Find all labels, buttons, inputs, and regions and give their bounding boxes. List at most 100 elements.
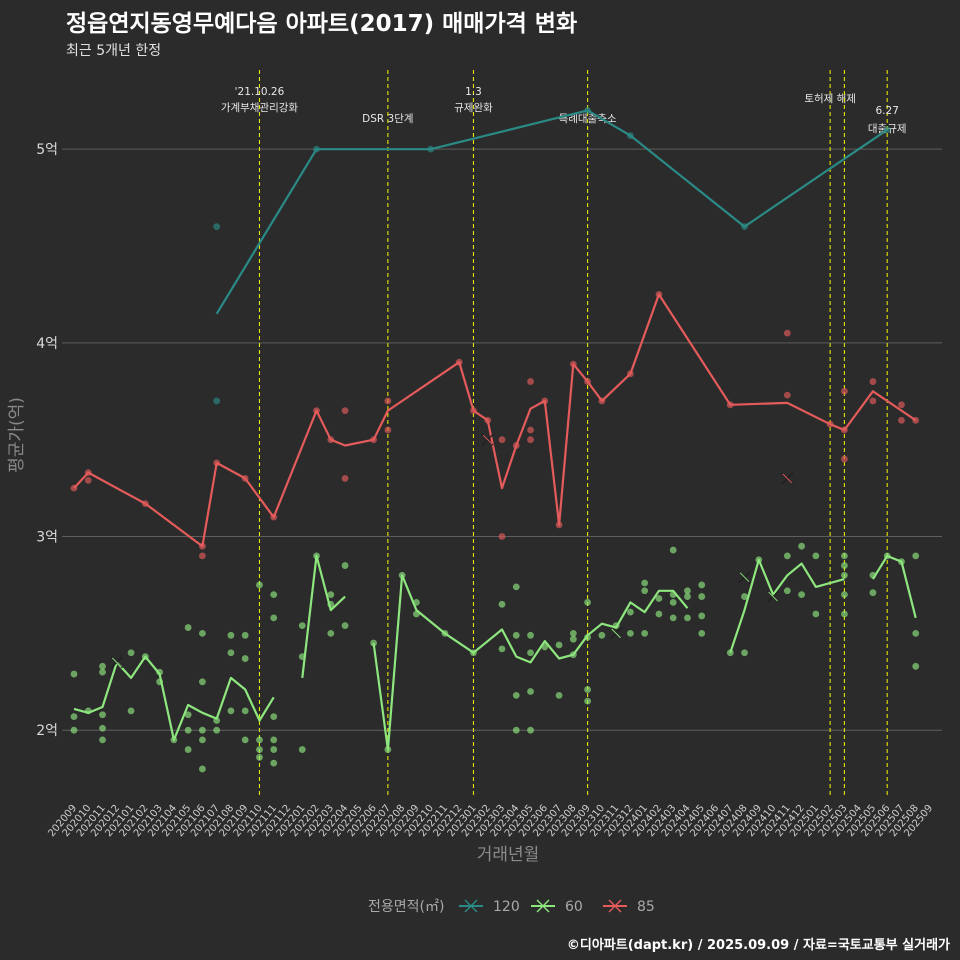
data-point	[384, 426, 392, 434]
legend-item-60: 60	[531, 899, 583, 915]
data-point	[241, 736, 249, 744]
data-point	[270, 713, 278, 721]
data-point	[227, 649, 235, 657]
chart-title: 정읍연지동영무예다음 아파트(2017) 매매가격 변화	[66, 11, 578, 37]
data-point	[213, 726, 221, 734]
data-point	[84, 476, 92, 484]
series-120	[213, 107, 891, 405]
data-point	[256, 581, 263, 589]
cross-marker	[110, 656, 123, 669]
data-point	[684, 614, 691, 622]
data-point	[669, 598, 677, 606]
data-point	[341, 562, 349, 569]
cross-stroke	[739, 572, 750, 583]
data-point	[199, 629, 206, 637]
data-point	[498, 645, 506, 653]
data-point	[698, 612, 706, 620]
data-point	[227, 631, 235, 639]
x-axis-label: 거래년월	[477, 845, 540, 865]
data-point	[898, 401, 905, 409]
data-point	[70, 670, 78, 678]
data-point	[241, 655, 249, 662]
data-point	[841, 591, 848, 599]
data-point	[370, 639, 377, 647]
data-point	[569, 635, 577, 643]
data-point	[627, 629, 634, 637]
data-point	[641, 579, 649, 587]
data-point	[298, 622, 306, 630]
cross-stroke	[111, 657, 122, 668]
data-point	[783, 329, 791, 337]
data-point	[512, 631, 520, 639]
data-point	[555, 691, 563, 699]
event-label: 특례대출축소	[559, 113, 617, 125]
y-axis-ticks: 2억 3억 4억 5억	[36, 142, 58, 739]
chart-subtitle: 최근 5개년 한정	[66, 43, 162, 59]
data-point	[655, 595, 663, 602]
data-point	[669, 614, 677, 622]
cross-stroke	[611, 628, 621, 639]
cross-marker	[610, 627, 623, 640]
data-point	[127, 707, 135, 715]
data-point	[70, 726, 78, 734]
data-point	[241, 631, 249, 639]
data-point	[527, 649, 534, 657]
cross-stroke	[782, 473, 793, 484]
data-point	[783, 391, 791, 399]
series-line	[73, 655, 275, 742]
y-tick-label: 2억	[36, 723, 58, 739]
series-85	[70, 291, 920, 560]
event-label: 가계부채관리강화	[221, 102, 299, 114]
event-label: 6.27	[876, 105, 899, 117]
data-point	[99, 724, 106, 732]
data-point	[783, 552, 791, 560]
data-point	[270, 591, 278, 599]
data-point	[912, 552, 920, 560]
data-point	[698, 581, 706, 589]
data-point	[199, 765, 206, 773]
source-caption: ©디아파트(dapt.kr) / 2025.09.09 / 자료=국토교통부 실…	[566, 938, 950, 953]
data-point	[741, 593, 748, 600]
legend-swatch-cross	[464, 899, 478, 913]
data-point	[498, 600, 506, 608]
data-point	[199, 736, 206, 744]
data-point	[841, 455, 848, 463]
y-axis-label: 평균가(억)	[7, 397, 27, 473]
data-point	[256, 746, 263, 753]
data-point	[869, 589, 877, 597]
data-point	[669, 546, 677, 554]
data-point	[527, 688, 534, 695]
data-point	[841, 571, 848, 579]
data-point	[655, 610, 663, 618]
cross-marker	[767, 590, 780, 603]
event-label: 규제완화	[454, 101, 493, 114]
data-point	[912, 629, 920, 637]
data-point	[841, 610, 848, 618]
event-label: '21.10.26	[235, 86, 285, 98]
data-point	[812, 552, 820, 560]
data-point	[627, 608, 634, 616]
data-point	[698, 593, 706, 600]
data-point	[869, 397, 877, 405]
data-point	[127, 649, 135, 657]
y-tick-label: 3억	[36, 530, 58, 546]
data-point	[184, 624, 192, 631]
legend-swatch-cross	[608, 899, 622, 913]
data-point	[584, 697, 591, 705]
data-point	[841, 562, 848, 569]
data-point	[327, 629, 335, 637]
data-point	[341, 622, 349, 630]
data-point	[270, 614, 278, 622]
data-point	[384, 397, 392, 405]
data-point	[584, 686, 591, 693]
legend-label: 120	[493, 899, 520, 915]
data-point	[783, 587, 791, 595]
data-point	[270, 746, 278, 753]
cross-stroke	[768, 591, 778, 602]
data-point	[99, 736, 106, 744]
series-layer	[70, 107, 920, 773]
data-point	[327, 591, 335, 599]
data-point	[213, 397, 221, 405]
